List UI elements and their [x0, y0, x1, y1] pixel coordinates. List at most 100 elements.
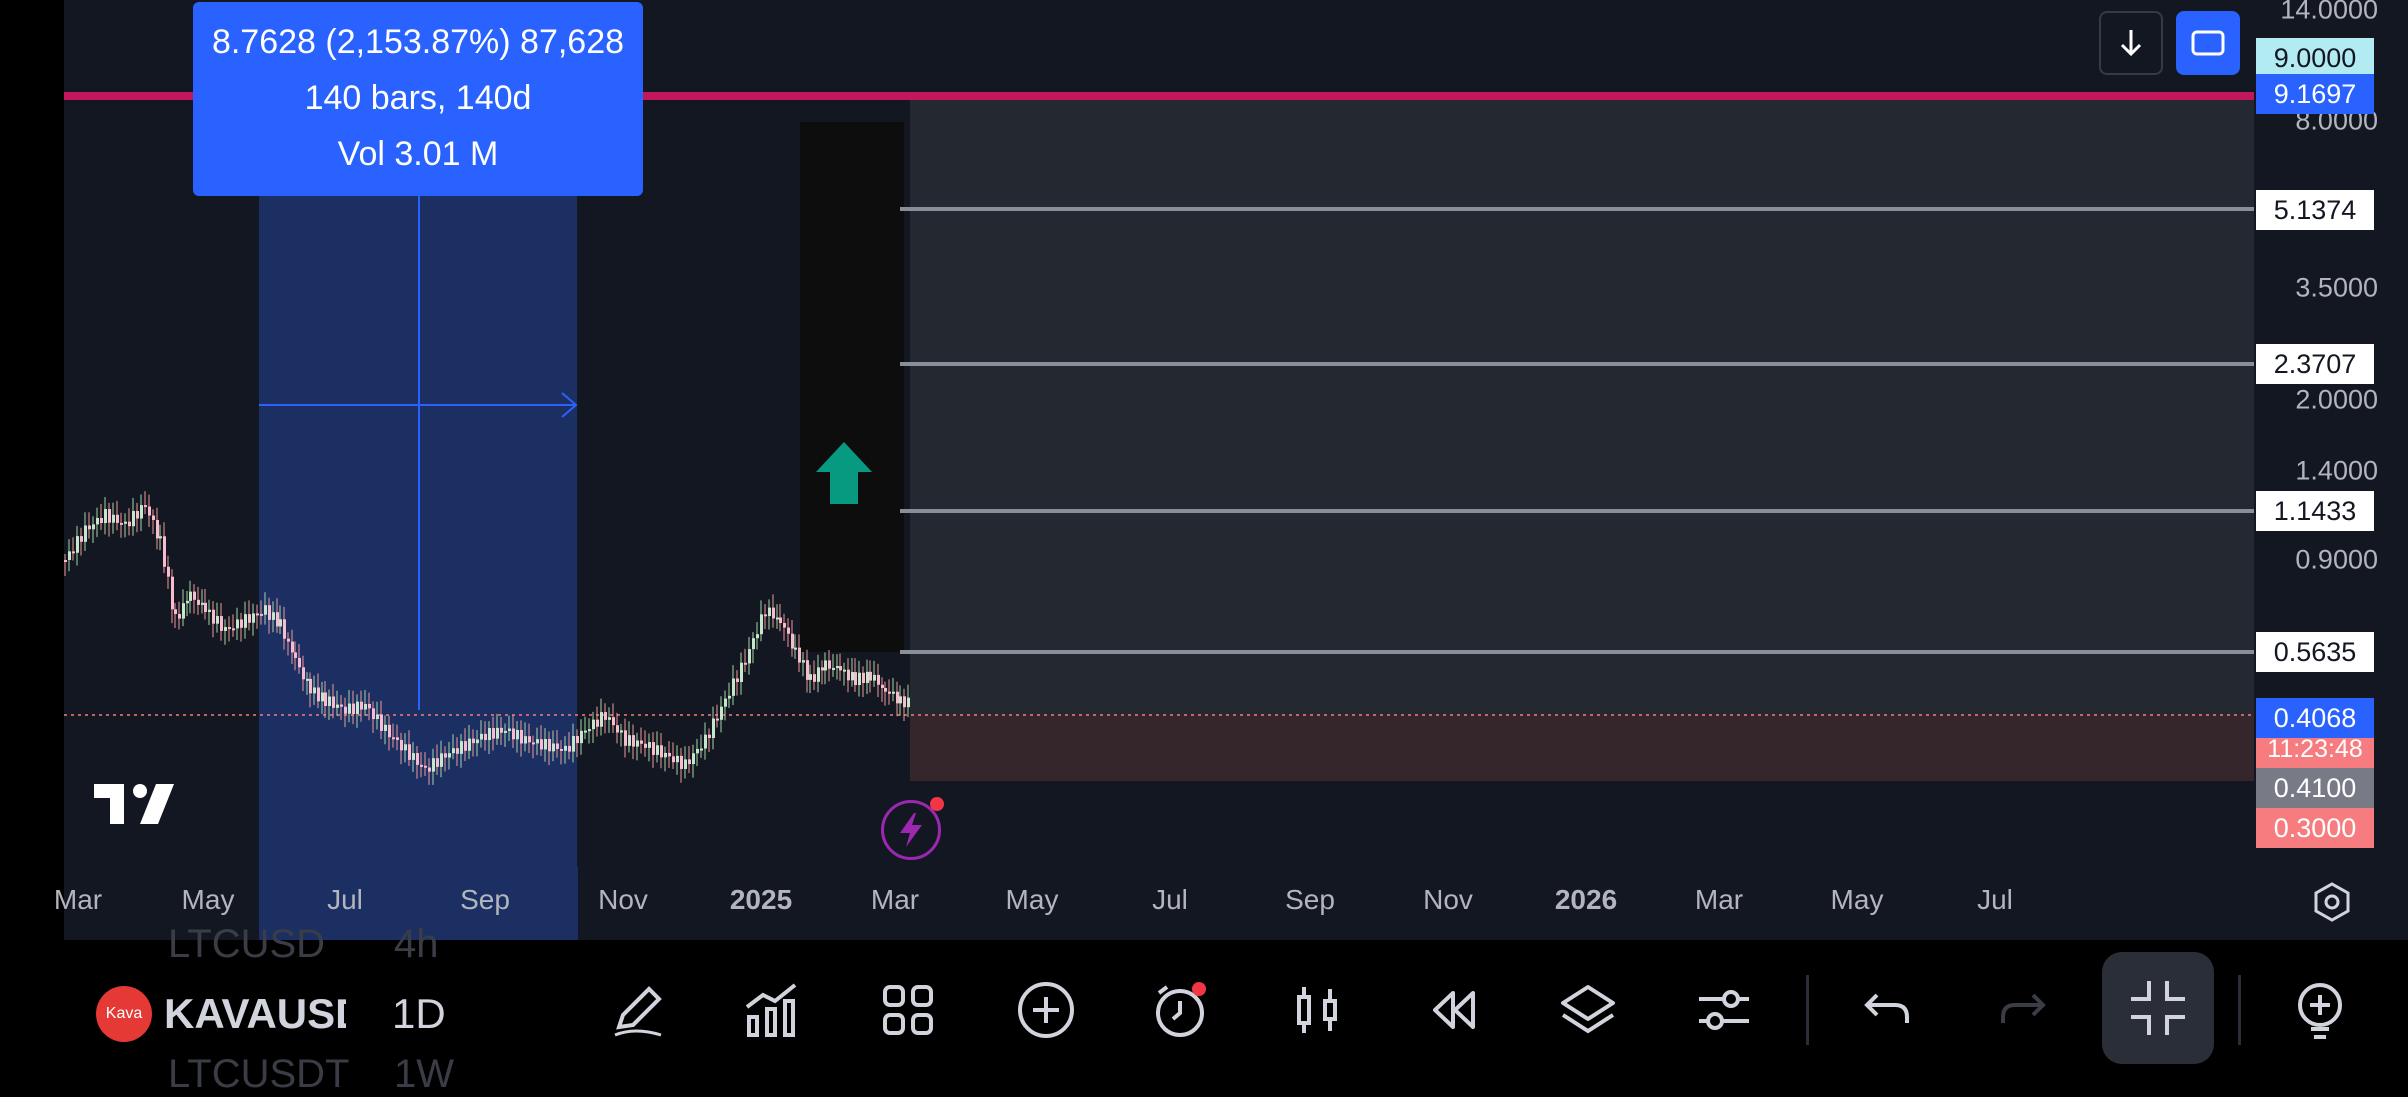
candle-body [136, 511, 139, 519]
candle-body [712, 718, 715, 738]
candle-body [700, 748, 703, 751]
layers-icon [1561, 985, 1615, 1034]
scroll-to-latest-button[interactable] [2099, 11, 2163, 75]
candle-body [388, 724, 391, 738]
candle-body [216, 616, 219, 624]
candle-body [432, 758, 435, 772]
target-price-tag: 9.1697 [2256, 74, 2374, 114]
candle-body [352, 703, 355, 714]
candle-body [688, 759, 691, 765]
exit-fullscreen-button[interactable] [2102, 952, 2214, 1064]
candle-body [620, 730, 623, 733]
candle-body [408, 744, 411, 760]
candle-body [560, 748, 563, 751]
candle-body [232, 628, 235, 631]
level-tag-1: 5.1374 [2256, 190, 2374, 230]
time-label: May [1005, 884, 1059, 915]
candle-body [817, 667, 820, 682]
candle-body [224, 627, 227, 631]
lightning-icon[interactable] [881, 797, 944, 860]
symbol-name: KAVAUSD [164, 990, 346, 1037]
candle-body [708, 734, 711, 738]
up-arrow-icon [816, 442, 872, 504]
settings-button[interactable] [1676, 962, 1772, 1058]
chart-canvas[interactable] [64, 0, 2254, 940]
axis-settings-icon[interactable] [2310, 880, 2354, 924]
candle-body [652, 742, 655, 755]
level-line-4[interactable] [900, 650, 2254, 654]
chart-pane[interactable] [64, 0, 2254, 940]
grid-icon [883, 985, 933, 1035]
candle-body [444, 753, 447, 758]
time-label: Jul [327, 884, 363, 915]
candle-body [309, 678, 312, 694]
candle-body [556, 743, 559, 749]
level-line-3[interactable] [900, 509, 2254, 513]
chart-indicator-icon [745, 983, 797, 1037]
candle-body [148, 506, 151, 516]
candle-body [516, 730, 519, 740]
loss-zone [910, 715, 2254, 781]
measure-tooltip: 8.7628 (2,153.87%) 87,628 140 bars, 140d… [193, 2, 643, 196]
interval-scroll-item: 1W [394, 1052, 454, 1096]
draw-button[interactable] [590, 962, 686, 1058]
candle-body [752, 638, 755, 650]
candle-body [760, 614, 763, 635]
level-line-2[interactable] [900, 362, 2254, 366]
candle-body [824, 660, 827, 671]
alert-button[interactable] [1132, 962, 1228, 1058]
time-label: May [1830, 884, 1884, 915]
candle-body [120, 522, 123, 525]
candle-body [88, 525, 91, 530]
candle-body [806, 660, 809, 680]
candle-body [306, 678, 309, 681]
candle-body [580, 730, 583, 744]
candle-body [748, 649, 751, 664]
time-label: 2025 [729, 884, 793, 915]
candle-body [356, 701, 359, 714]
candle-body [287, 638, 290, 642]
candle-body [220, 616, 223, 631]
candle-body [256, 613, 259, 616]
redo-button[interactable] [1976, 962, 2072, 1058]
ideas-button[interactable] [2272, 962, 2368, 1058]
level-line-1[interactable] [900, 207, 2254, 211]
chart-type-button[interactable] [1270, 962, 1366, 1058]
candle-body [640, 740, 643, 744]
candle-body [704, 734, 707, 749]
object-tree-button[interactable] [1540, 962, 1636, 1058]
layouts-button[interactable] [860, 962, 956, 1058]
candle-body [869, 671, 872, 681]
candle-body [832, 667, 835, 670]
candle-body [420, 764, 423, 767]
candle-body [236, 619, 239, 629]
candle-body [843, 669, 846, 672]
candle-body [612, 717, 615, 726]
candle-body [174, 609, 177, 615]
candle-body [596, 719, 599, 727]
candle-body [866, 671, 869, 683]
candle-body [452, 748, 455, 754]
add-button[interactable] [998, 962, 1094, 1058]
measure-volume: Vol 3.01 M [337, 135, 499, 173]
bar-countdown: 11:23:48 [2267, 735, 2363, 763]
partial-target-tag: 9.0000 [2256, 38, 2374, 78]
fullscreen-toggle-button[interactable] [2176, 11, 2240, 75]
symbol-selector[interactable]: Kava KAVAUSD [96, 984, 346, 1044]
candle-body [96, 517, 99, 525]
price-label: 3.5000 [2295, 272, 2378, 303]
target-line [64, 92, 2254, 100]
candle-body [680, 755, 683, 769]
undo-button[interactable] [1838, 962, 1934, 1058]
candle-body [380, 714, 383, 731]
candle-body [881, 684, 884, 688]
candle-body [632, 735, 635, 747]
sliders-icon [1699, 990, 1749, 1030]
candle-body [744, 662, 747, 665]
candle-body [899, 696, 902, 704]
candle-body [279, 619, 282, 627]
candle-body [636, 740, 639, 747]
indicators-button[interactable] [724, 962, 820, 1058]
interval-selector[interactable]: 1D [392, 990, 446, 1037]
replay-button[interactable] [1404, 962, 1500, 1058]
